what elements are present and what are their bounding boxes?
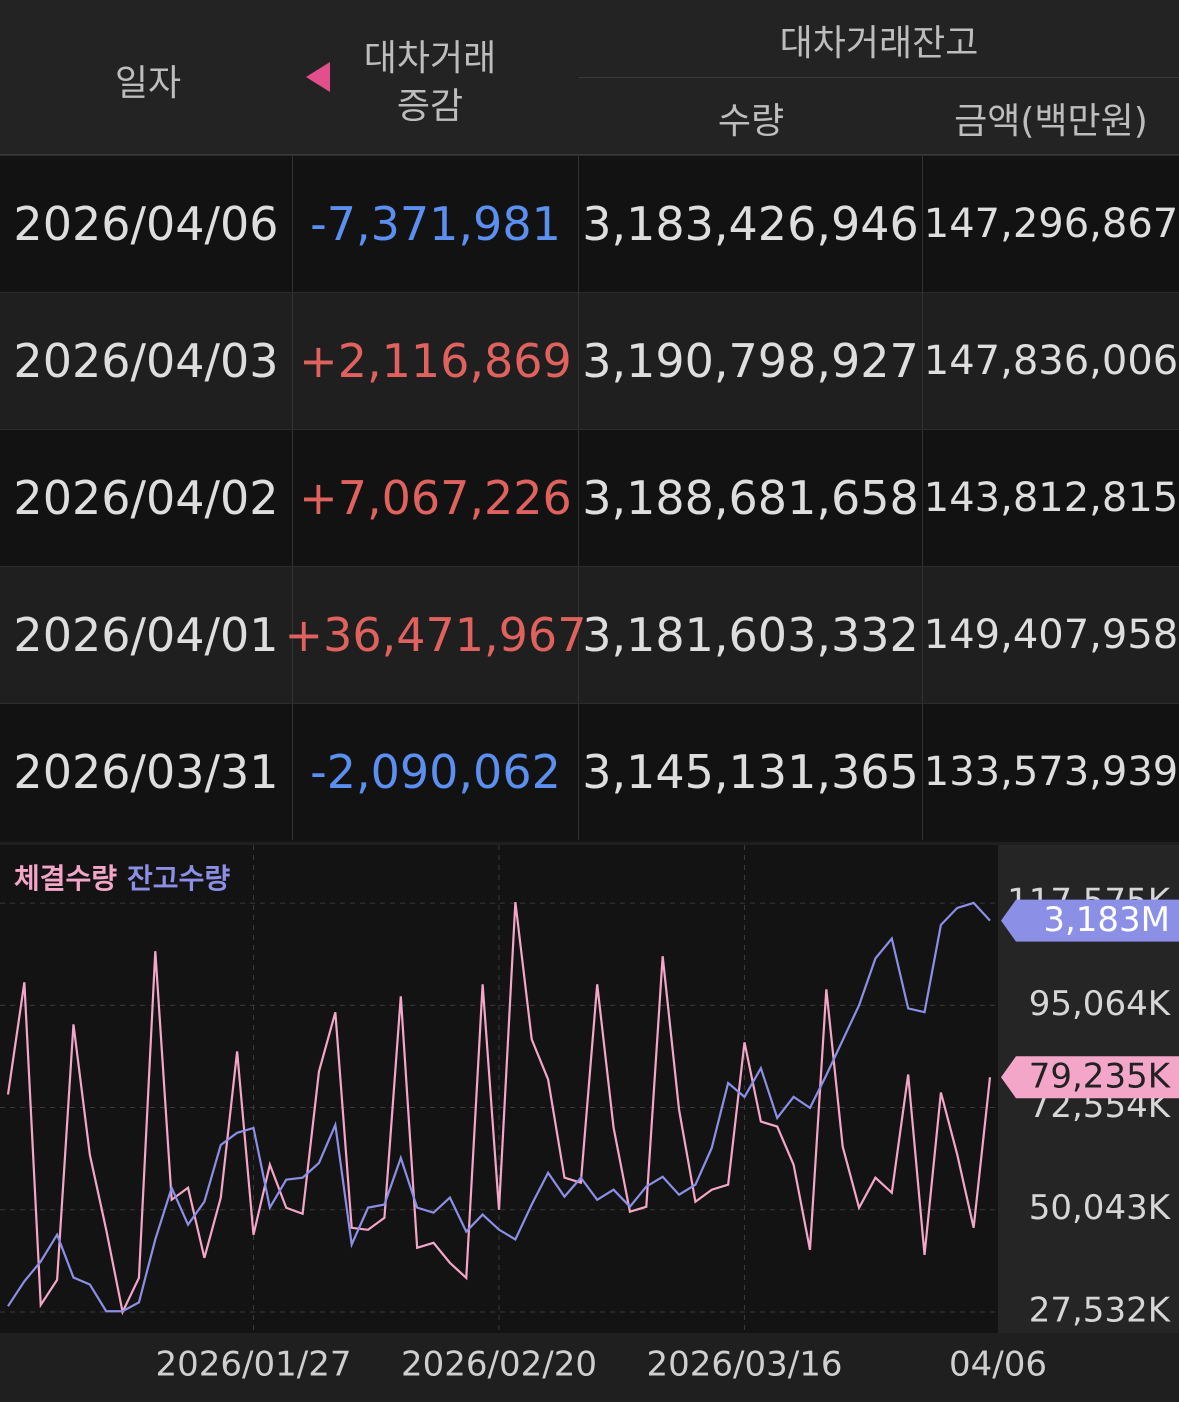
table-header: 일자 대차거래 증감 대차거래잔고 수량 금액(백만원): [0, 0, 1179, 155]
date-cell: 2026/04/03: [0, 293, 293, 429]
legend-entry[interactable]: 체결수량: [14, 862, 117, 895]
x-tick-label: 2026/03/16: [647, 1345, 843, 1385]
quantity-cell: 3,183,426,946: [579, 156, 923, 292]
sort-arrow[interactable]: [302, 60, 334, 96]
quantity-cell: 3,181,603,332: [579, 567, 923, 703]
header-date: 일자: [114, 63, 182, 104]
change-cell: -2,090,062: [293, 704, 579, 840]
current-value-badge: [1001, 1056, 1179, 1099]
change-cell: +36,471,967: [285, 567, 586, 703]
quantity-cell: 3,188,681,658: [579, 430, 923, 566]
header-divider: [579, 77, 1179, 78]
y-tick-label: 50,043K: [1029, 1188, 1172, 1228]
current-value-label: 3,183M: [1043, 900, 1170, 940]
current-value-label: 79,235K: [1029, 1057, 1172, 1097]
amount-cell: 143,812,815: [923, 475, 1179, 521]
date-cell: 2026/04/06: [0, 156, 293, 292]
date-cell: 2026/04/02: [0, 430, 293, 566]
amount-cell: 147,296,867: [923, 201, 1179, 247]
change-cell: +7,067,226: [293, 430, 579, 566]
header-change-2: 증감: [396, 86, 464, 127]
x-tick-label: 2026/02/20: [401, 1345, 597, 1385]
series-line: [6, 901, 992, 1316]
header-balance: 대차거래잔고: [779, 23, 979, 64]
current-value-badge: [1001, 899, 1179, 942]
header-change-1: 대차거래: [363, 38, 497, 79]
chart: 2026/01/27 2026/02/20 2026/03/16 04/06 27,53…: [0, 842, 1179, 1402]
amount-cell: 133,573,939: [923, 749, 1179, 795]
y-tick-label: 95,064K: [1029, 984, 1172, 1024]
legend-entry[interactable]: 잔고수량: [127, 862, 230, 895]
table-row[interactable]: 2026/04/06 -7,371,981 3,183,426,946 147,296…: [0, 155, 1179, 292]
y-tick-label: 27,532K: [1029, 1290, 1172, 1330]
quantity-cell: 3,145,131,365: [579, 704, 923, 840]
amount-cell: 149,407,958: [923, 612, 1179, 658]
table-row[interactable]: 2026/04/03 +2,116,869 3,190,798,927 147,836…: [0, 292, 1179, 429]
header-quantity: 수량: [717, 101, 785, 142]
x-tick-label: 2026/01/27: [156, 1345, 352, 1385]
header-amount: 금액(백만원): [954, 101, 1148, 142]
table: 일자 대차거래 증감 대차거래잔고 수량 금액(백만원) 2026/04/06-…: [0, 0, 1179, 840]
change-cell: +2,116,869: [293, 293, 579, 429]
change-cell: -7,371,981: [293, 156, 579, 292]
date-cell: 2026/04/01: [0, 567, 293, 703]
date-cell: 2026/03/31: [0, 704, 293, 840]
series-line: [7, 901, 991, 1313]
amount-cell: 147,836,006: [923, 338, 1179, 384]
table-row[interactable]: 2026/04/02 +7,067,226 3,188,681,658 143,812…: [0, 429, 1179, 566]
table-row[interactable]: 2026/03/31 -2,090,062 3,145,131,365 133,573…: [0, 703, 1179, 840]
x-tick-label: 04/06: [949, 1345, 1047, 1385]
table-row[interactable]: 2026/04/01 +36,471,967 3,181,603,332 149,40…: [0, 566, 1179, 703]
quantity-cell: 3,190,798,927: [579, 293, 923, 429]
